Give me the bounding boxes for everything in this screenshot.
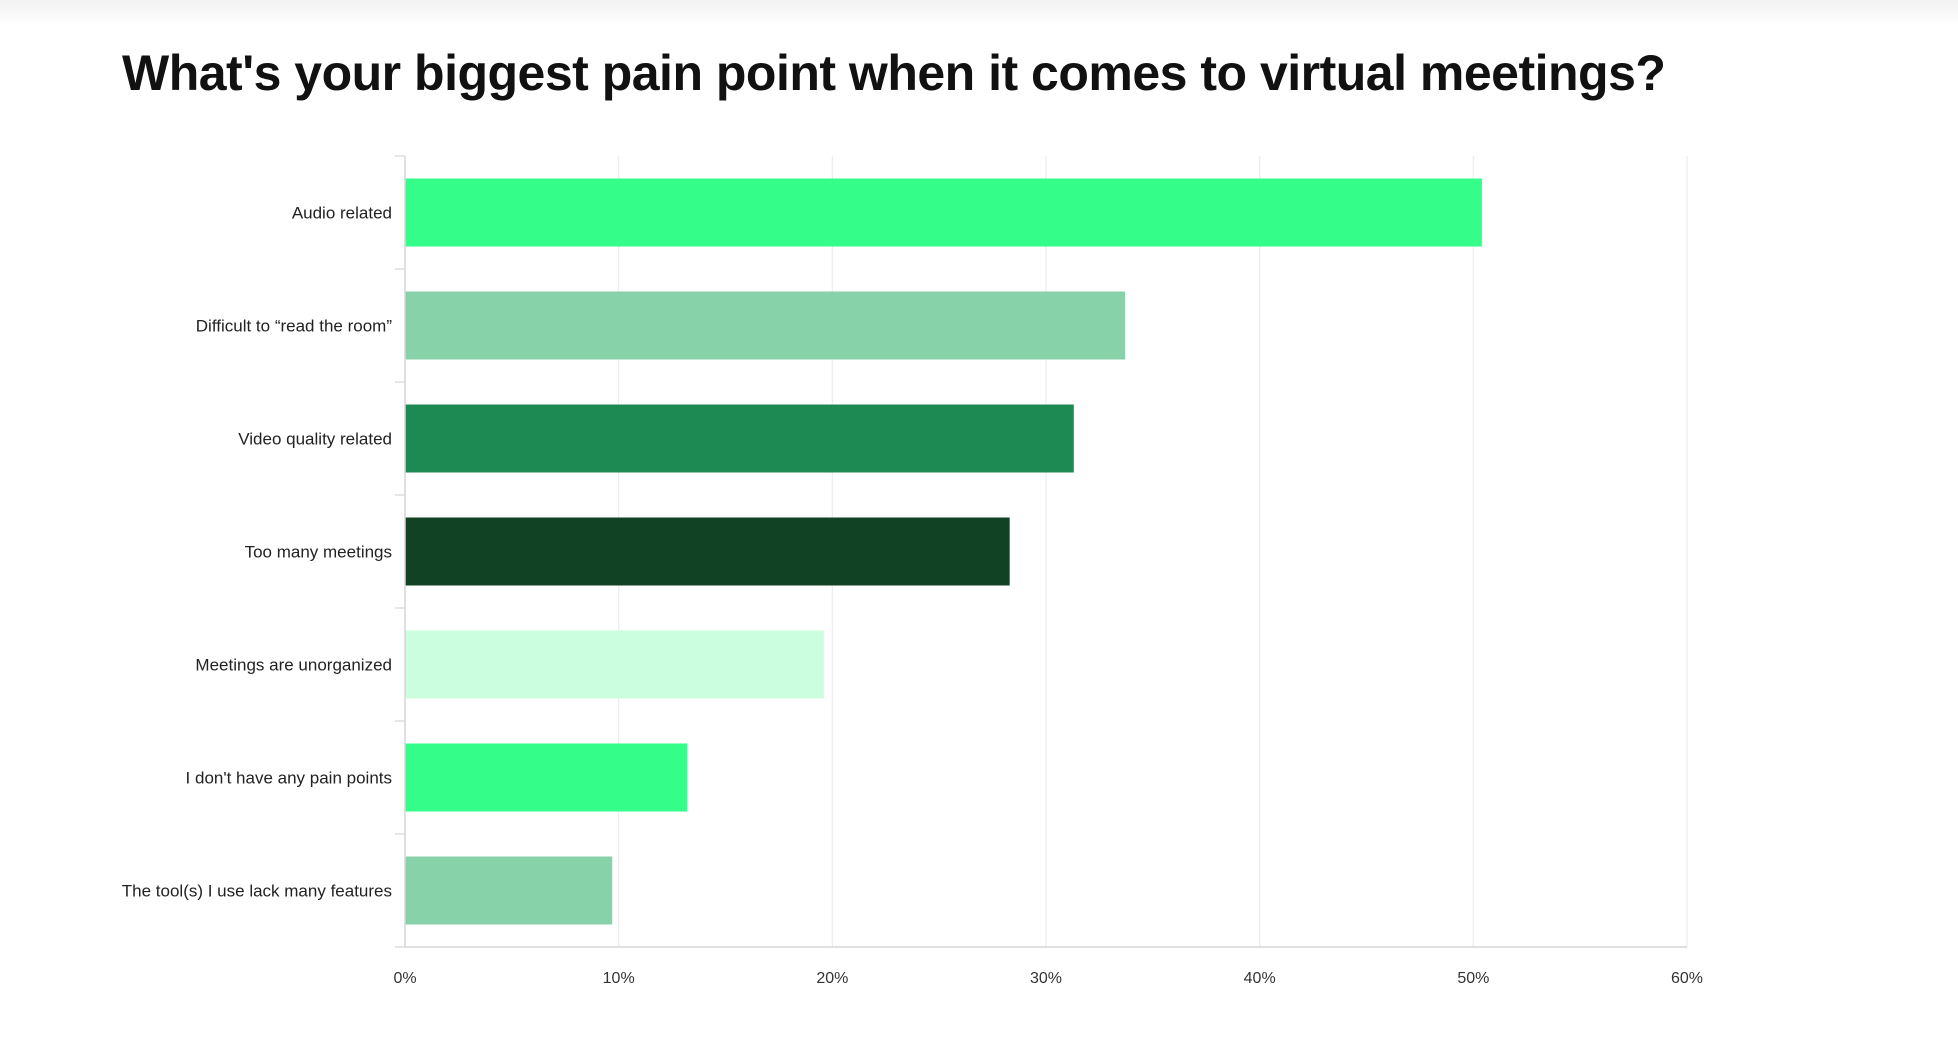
- category-label: Difficult to “read the room”: [196, 317, 393, 336]
- category-label: Video quality related: [238, 430, 392, 449]
- x-tick-label: 0%: [393, 970, 416, 987]
- bar: [405, 856, 613, 925]
- chart-title: What's your biggest pain point when it c…: [122, 45, 1666, 101]
- category-label: I don't have any pain points: [186, 769, 392, 788]
- category-label: The tool(s) I use lack many features: [122, 882, 392, 901]
- bars: [405, 178, 1482, 925]
- x-tick-label: 20%: [816, 970, 848, 987]
- x-tick-label: 30%: [1030, 970, 1062, 987]
- x-tick-label: 10%: [603, 970, 635, 987]
- top-shade: [0, 0, 1958, 26]
- bar: [405, 178, 1482, 247]
- category-label: Audio related: [292, 204, 392, 223]
- x-tick-label: 60%: [1671, 970, 1703, 987]
- x-tick-label: 40%: [1244, 970, 1276, 987]
- category-label: Meetings are unorganized: [195, 656, 392, 675]
- bar: [405, 743, 688, 812]
- bar: [405, 404, 1074, 473]
- bar: [405, 630, 824, 699]
- axes: [395, 155, 1687, 948]
- bar: [405, 291, 1126, 360]
- bar: [405, 517, 1010, 586]
- x-tick-label: 50%: [1457, 970, 1489, 987]
- tick-labels: 0% 10% 20% 30% 40% 50% 60%: [393, 970, 1703, 987]
- category-labels: Audio related Difficult to “read the room…: [122, 204, 393, 901]
- category-label: Too many meetings: [245, 543, 392, 562]
